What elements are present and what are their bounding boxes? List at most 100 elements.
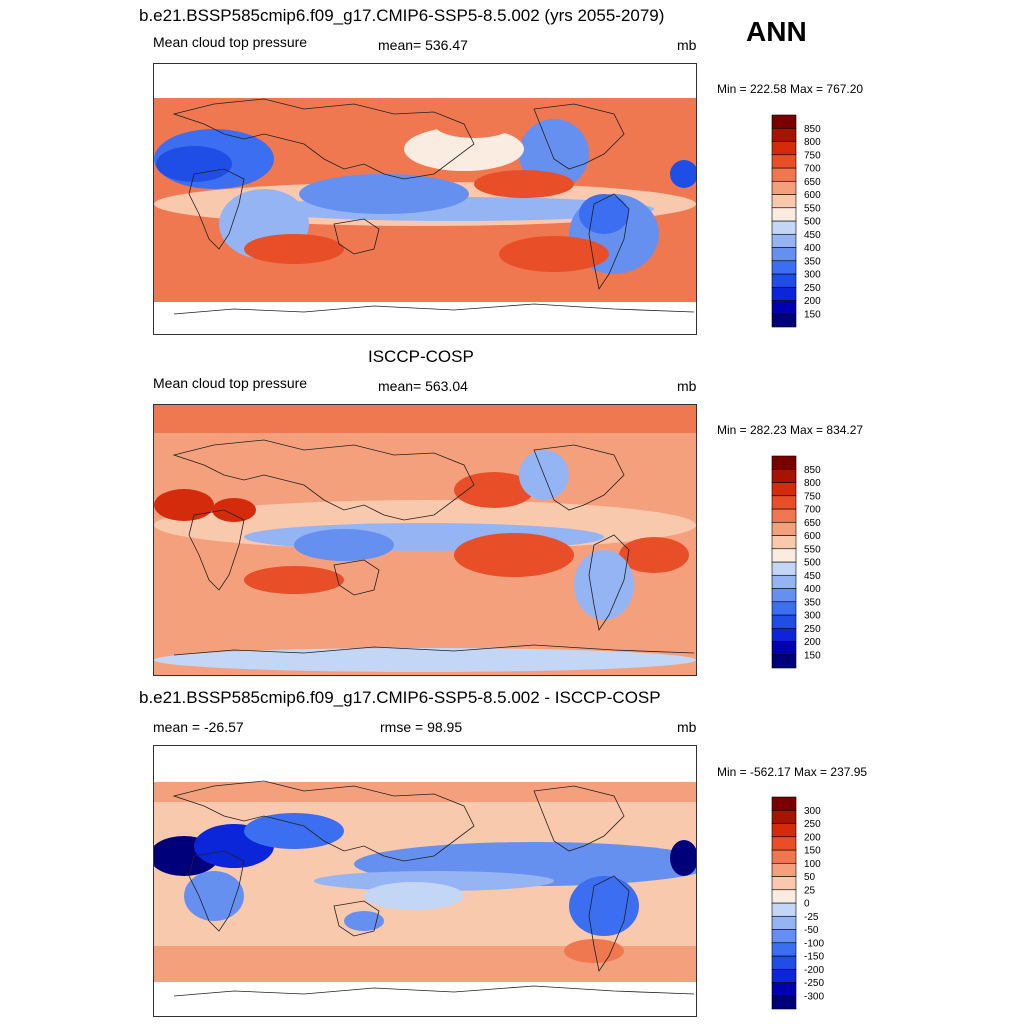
colorbar-swatch: [771, 220, 797, 235]
panel2-units-label: mb: [677, 378, 697, 394]
field-blob: [154, 648, 696, 672]
colorbar-swatch: [771, 849, 797, 864]
panel1-colorbar-svg: 150 200 250 300 350 400 450 500 550 600 650 700 750 8…: [771, 114, 821, 328]
field-band: [154, 782, 696, 802]
colorbar-tick-label: -150: [804, 952, 824, 963]
colorbar-tick-label: 150: [804, 309, 821, 320]
field-blob: [244, 566, 344, 594]
coastline-path: [333, 559, 380, 596]
colorbar-swatch: [771, 641, 797, 656]
colorbar-tick-label: 50: [804, 872, 816, 883]
field-blob: [184, 871, 244, 921]
field-band: [154, 405, 696, 433]
panel1-coastlines: [172, 98, 695, 315]
field-blob: [670, 160, 696, 188]
colorbar-tick-label: 700: [804, 505, 821, 516]
field-blob: [156, 146, 232, 182]
colorbar-swatch: [771, 286, 797, 301]
coastline-path: [588, 193, 630, 291]
colorbar-tick-label: 300: [804, 611, 821, 622]
coastline-path: [588, 534, 630, 632]
colorbar-tick-label: 550: [804, 203, 821, 214]
colorbar-swatch: [771, 809, 797, 824]
colorbar-swatch: [771, 955, 797, 970]
colorbar-swatch: [771, 574, 797, 589]
panel3-mean-label: mean = -26.57: [153, 719, 244, 735]
coastline-path: [188, 509, 245, 591]
colorbar-tick-label: 500: [804, 217, 821, 228]
colorbar-swatch: [771, 876, 797, 891]
colorbar-tick-label: 250: [804, 624, 821, 635]
field-blob: [474, 170, 574, 198]
colorbar-swatch: [771, 836, 797, 851]
colorbar-tick-label: 150: [804, 846, 821, 857]
colorbar-tick-label: -100: [804, 938, 824, 949]
field-blob: [294, 529, 394, 561]
coastline-path: [173, 303, 695, 315]
field-blob: [499, 236, 609, 272]
colorbar-tick-label: 200: [804, 296, 821, 307]
colorbar-swatch: [771, 862, 797, 877]
colorbar-swatch: [771, 889, 797, 904]
field-blob: [364, 882, 464, 910]
field-blob: [344, 911, 384, 931]
colorbar-swatch: [771, 535, 797, 550]
colorbar-tick-label: 850: [804, 124, 821, 135]
colorbar-tick-label: 250: [804, 283, 821, 294]
coastline-path: [172, 780, 475, 862]
coastline-path: [333, 900, 380, 937]
panel3-colorbar-svg: -300-250-200-150-100-50-2502550100150200…: [771, 796, 824, 1010]
colorbar-tick-label: 600: [804, 190, 821, 201]
coastline-path: [173, 985, 695, 997]
colorbar-swatch: [771, 233, 797, 248]
panel1-map: [153, 63, 697, 335]
colorbar-tick-label: 800: [804, 478, 821, 489]
coastline-path: [588, 875, 630, 973]
colorbar-tick-label: 750: [804, 491, 821, 502]
field-blob: [569, 876, 639, 936]
panel3-title: b.e21.BSSP585cmip6.f09_g17.CMIP6-SSP5-8.…: [139, 688, 661, 707]
colorbar-swatch: [771, 614, 797, 629]
colorbar-swatch: [771, 180, 797, 195]
panel2-map: [153, 404, 697, 676]
colorbar-swatch: [771, 915, 797, 930]
colorbar-swatch: [771, 561, 797, 576]
panel3-units-label: mb: [677, 719, 697, 735]
panel2-colorbar-svg: 150 200 250 300 350 400 450 500 550 600 650 700 750 8…: [771, 455, 821, 669]
coastline-path: [533, 444, 625, 511]
colorbar-tick-label: -25: [804, 912, 819, 923]
colorbar-tick-label: 400: [804, 243, 821, 254]
coastline-path: [188, 168, 245, 250]
colorbar-swatch: [771, 495, 797, 510]
colorbar-swatch: [771, 968, 797, 983]
panel1-colorbar: 150 200 250 300 350 400 450 500 550 600 650 700 750 8…: [771, 114, 842, 329]
colorbar-swatch: [771, 942, 797, 957]
field-blob: [244, 813, 344, 849]
coastline-path: [172, 98, 475, 180]
colorbar-swatch: [771, 273, 797, 288]
colorbar-tick-label: 400: [804, 584, 821, 595]
panel2-map-svg: [154, 405, 696, 675]
colorbar-tick-label: 550: [804, 544, 821, 555]
coastline-path: [172, 439, 475, 521]
panel1-minmax-label: Min = 222.58 Max = 767.20: [717, 82, 864, 96]
colorbar-tick-label: 300: [804, 270, 821, 281]
colorbar-swatch: [771, 588, 797, 603]
colorbar-tick-label: 500: [804, 558, 821, 569]
field-blob: [454, 533, 574, 577]
coastline-path: [173, 644, 695, 656]
field-blob: [404, 127, 524, 171]
colorbar-tick-label: 200: [804, 637, 821, 648]
colorbar-swatch: [771, 194, 797, 209]
colorbar-swatch: [771, 796, 797, 811]
colorbar-swatch: [771, 127, 797, 142]
colorbar-tick-label: 0: [804, 899, 810, 910]
panel3-field: [154, 782, 696, 982]
colorbar-tick-label: 200: [804, 832, 821, 843]
panel3-map-svg: [154, 746, 696, 1016]
colorbar-swatch: [771, 313, 797, 328]
colorbar-swatch: [771, 627, 797, 642]
colorbar-swatch: [771, 247, 797, 262]
colorbar-swatch: [771, 207, 797, 222]
colorbar-swatch: [771, 548, 797, 563]
